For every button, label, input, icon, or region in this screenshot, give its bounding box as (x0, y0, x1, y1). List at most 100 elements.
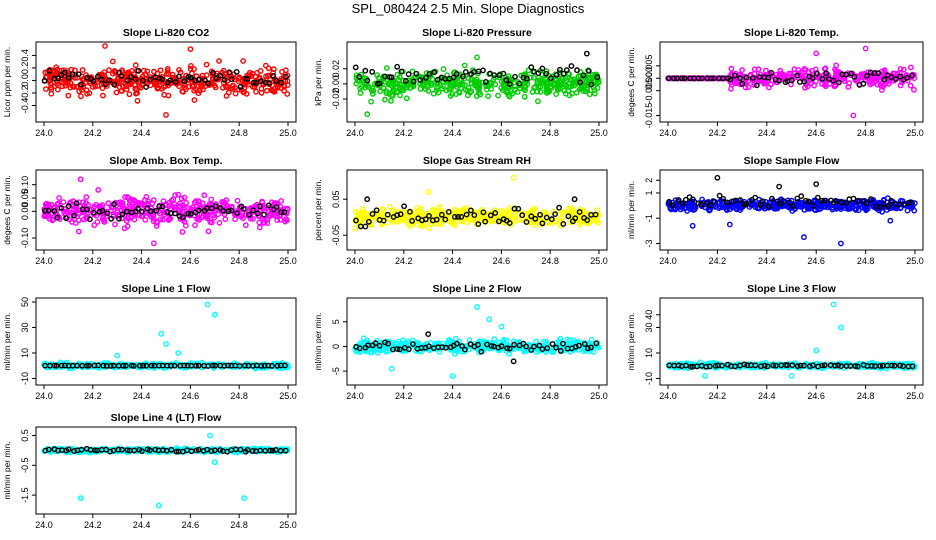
data-point (183, 199, 190, 206)
data-point (689, 75, 696, 82)
x-tick-label: 24.2 (709, 256, 727, 266)
data-point (257, 68, 264, 74)
data-point (426, 224, 433, 231)
data-point (217, 72, 224, 79)
x-tick-label: 25.0 (590, 256, 608, 266)
x-tick-label: 25.0 (906, 391, 924, 401)
data-point (459, 81, 466, 88)
data-point (523, 219, 530, 225)
data-point (78, 93, 84, 100)
data-point (65, 75, 72, 81)
data-point (588, 81, 595, 88)
data-point (169, 71, 176, 78)
data-point (431, 69, 438, 76)
data-point (91, 222, 98, 229)
data-point (560, 70, 567, 77)
data-point (749, 75, 756, 81)
data-point (447, 93, 454, 99)
data-point (797, 79, 803, 85)
data-point (65, 92, 72, 99)
x-tick-label: 24.6 (493, 256, 511, 266)
data-point (563, 67, 570, 74)
data-point (353, 80, 360, 87)
data-point (258, 85, 265, 92)
data-point (845, 84, 852, 90)
data-point (678, 75, 685, 82)
series-selected (665, 69, 915, 89)
data-point (862, 45, 869, 52)
data-point (506, 205, 512, 212)
data-point (586, 91, 593, 98)
data-point (78, 81, 84, 88)
y-axis-label: degees C per min. (2, 175, 12, 244)
data-point (794, 72, 800, 79)
data-point (240, 89, 247, 96)
data-point (388, 365, 395, 372)
data-point (219, 84, 226, 91)
y-tick-label: -10 (644, 372, 654, 385)
data-point (150, 240, 157, 247)
data-point (252, 73, 259, 80)
data-point (94, 218, 101, 225)
data-point (403, 95, 410, 102)
data-point (356, 73, 363, 80)
data-point (236, 75, 243, 82)
data-point (267, 76, 273, 83)
y-tick-label: -0.02 (331, 89, 341, 110)
data-point (755, 66, 762, 73)
data-point (105, 200, 112, 207)
data-point (576, 342, 582, 349)
x-tick-label: 24.6 (807, 256, 825, 266)
y-tick-label: -1 (644, 214, 654, 222)
data-point (742, 84, 749, 91)
y-axis-label: ml/min per min. (626, 181, 636, 239)
data-point (809, 75, 816, 82)
data-point (893, 76, 899, 83)
data-point (242, 222, 249, 229)
y-axis-label: kPa per min. (313, 58, 323, 106)
data-point (179, 88, 186, 95)
data-point (167, 77, 174, 84)
data-point (726, 221, 733, 228)
data-point (475, 221, 482, 228)
data-point (521, 93, 528, 100)
x-tick-label: 24.4 (444, 391, 462, 401)
data-point (396, 74, 403, 81)
data-point (426, 71, 433, 77)
chart-title: Slope Amb. Box Temp. (109, 155, 222, 167)
x-tick-label: 24.6 (493, 128, 511, 138)
data-point (253, 80, 260, 86)
y-tick-label: 0.4 (20, 49, 30, 62)
x-tick-label: 24.8 (857, 128, 875, 138)
data-point (732, 72, 738, 79)
y-axis-label: ml/min per min. (313, 312, 323, 370)
data-point (175, 191, 182, 198)
data-point (578, 84, 585, 91)
data-point (387, 81, 394, 88)
data-point (569, 90, 575, 97)
data-point (357, 85, 363, 92)
x-tick-label: 24.4 (133, 520, 151, 530)
data-point (132, 62, 139, 69)
data-point (836, 79, 842, 86)
data-point (398, 68, 405, 75)
data-point (866, 79, 873, 85)
data-point (101, 76, 108, 83)
data-point (533, 338, 539, 345)
x-tick-label: 25.0 (279, 256, 297, 266)
data-point (535, 70, 542, 77)
chart-title: Slope Sample Flow (744, 155, 841, 167)
data-point (257, 78, 264, 85)
x-tick-label: 24.8 (230, 256, 248, 266)
data-point (711, 198, 717, 205)
data-point (196, 87, 203, 94)
data-point (450, 82, 457, 89)
data-point (46, 67, 53, 74)
data-point (425, 88, 432, 94)
data-point (491, 72, 498, 79)
data-point (777, 67, 784, 74)
data-point (535, 98, 541, 105)
